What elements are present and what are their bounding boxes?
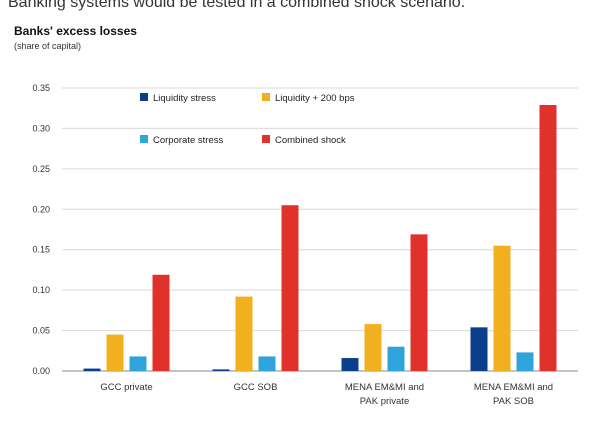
bar <box>258 356 276 371</box>
x-category-label: GCC private <box>100 382 152 393</box>
legend-label: Liquidity stress <box>153 93 216 104</box>
y-tick-label: 0.20 <box>32 204 50 214</box>
y-tick-label: 0.30 <box>32 123 50 133</box>
bar <box>493 245 511 371</box>
legend-label: Combined shock <box>275 135 346 146</box>
legend-label: Corporate stress <box>153 135 223 146</box>
bar <box>341 358 359 371</box>
x-category-label: MENA EM&MI and <box>474 382 553 393</box>
y-tick-label: 0.15 <box>32 245 50 255</box>
x-category-label: MENA EM&MI and <box>345 382 424 393</box>
bar <box>364 324 382 371</box>
legend-swatch <box>140 135 148 143</box>
y-tick-label: 0.25 <box>32 164 50 174</box>
bar <box>129 356 147 371</box>
legend-swatch <box>262 93 270 101</box>
legend-swatch <box>140 93 148 101</box>
bar <box>83 368 101 371</box>
chart-title: Banks' excess losses <box>14 24 137 38</box>
bar <box>516 352 534 371</box>
bar <box>212 369 230 371</box>
bar <box>539 104 557 371</box>
y-tick-label: 0.00 <box>32 366 50 376</box>
legend-label: Liquidity + 200 bps <box>275 93 355 104</box>
headline-partial: Banking systems would be tested in a com… <box>8 0 466 11</box>
x-category-label: PAK SOB <box>493 396 534 407</box>
bar <box>410 234 428 371</box>
bar <box>106 334 124 371</box>
bar <box>387 346 405 371</box>
x-category-label: GCC SOB <box>234 382 278 393</box>
x-category-label: PAK private <box>360 396 409 407</box>
bar <box>281 205 299 371</box>
legend-swatch <box>262 135 270 143</box>
bar <box>235 296 253 371</box>
bar <box>470 327 488 371</box>
chart-subtitle: (share of capital) <box>14 41 82 51</box>
y-tick-label: 0.35 <box>32 83 50 93</box>
y-tick-label: 0.10 <box>32 285 50 295</box>
bar <box>152 274 170 371</box>
y-tick-label: 0.05 <box>32 326 50 336</box>
